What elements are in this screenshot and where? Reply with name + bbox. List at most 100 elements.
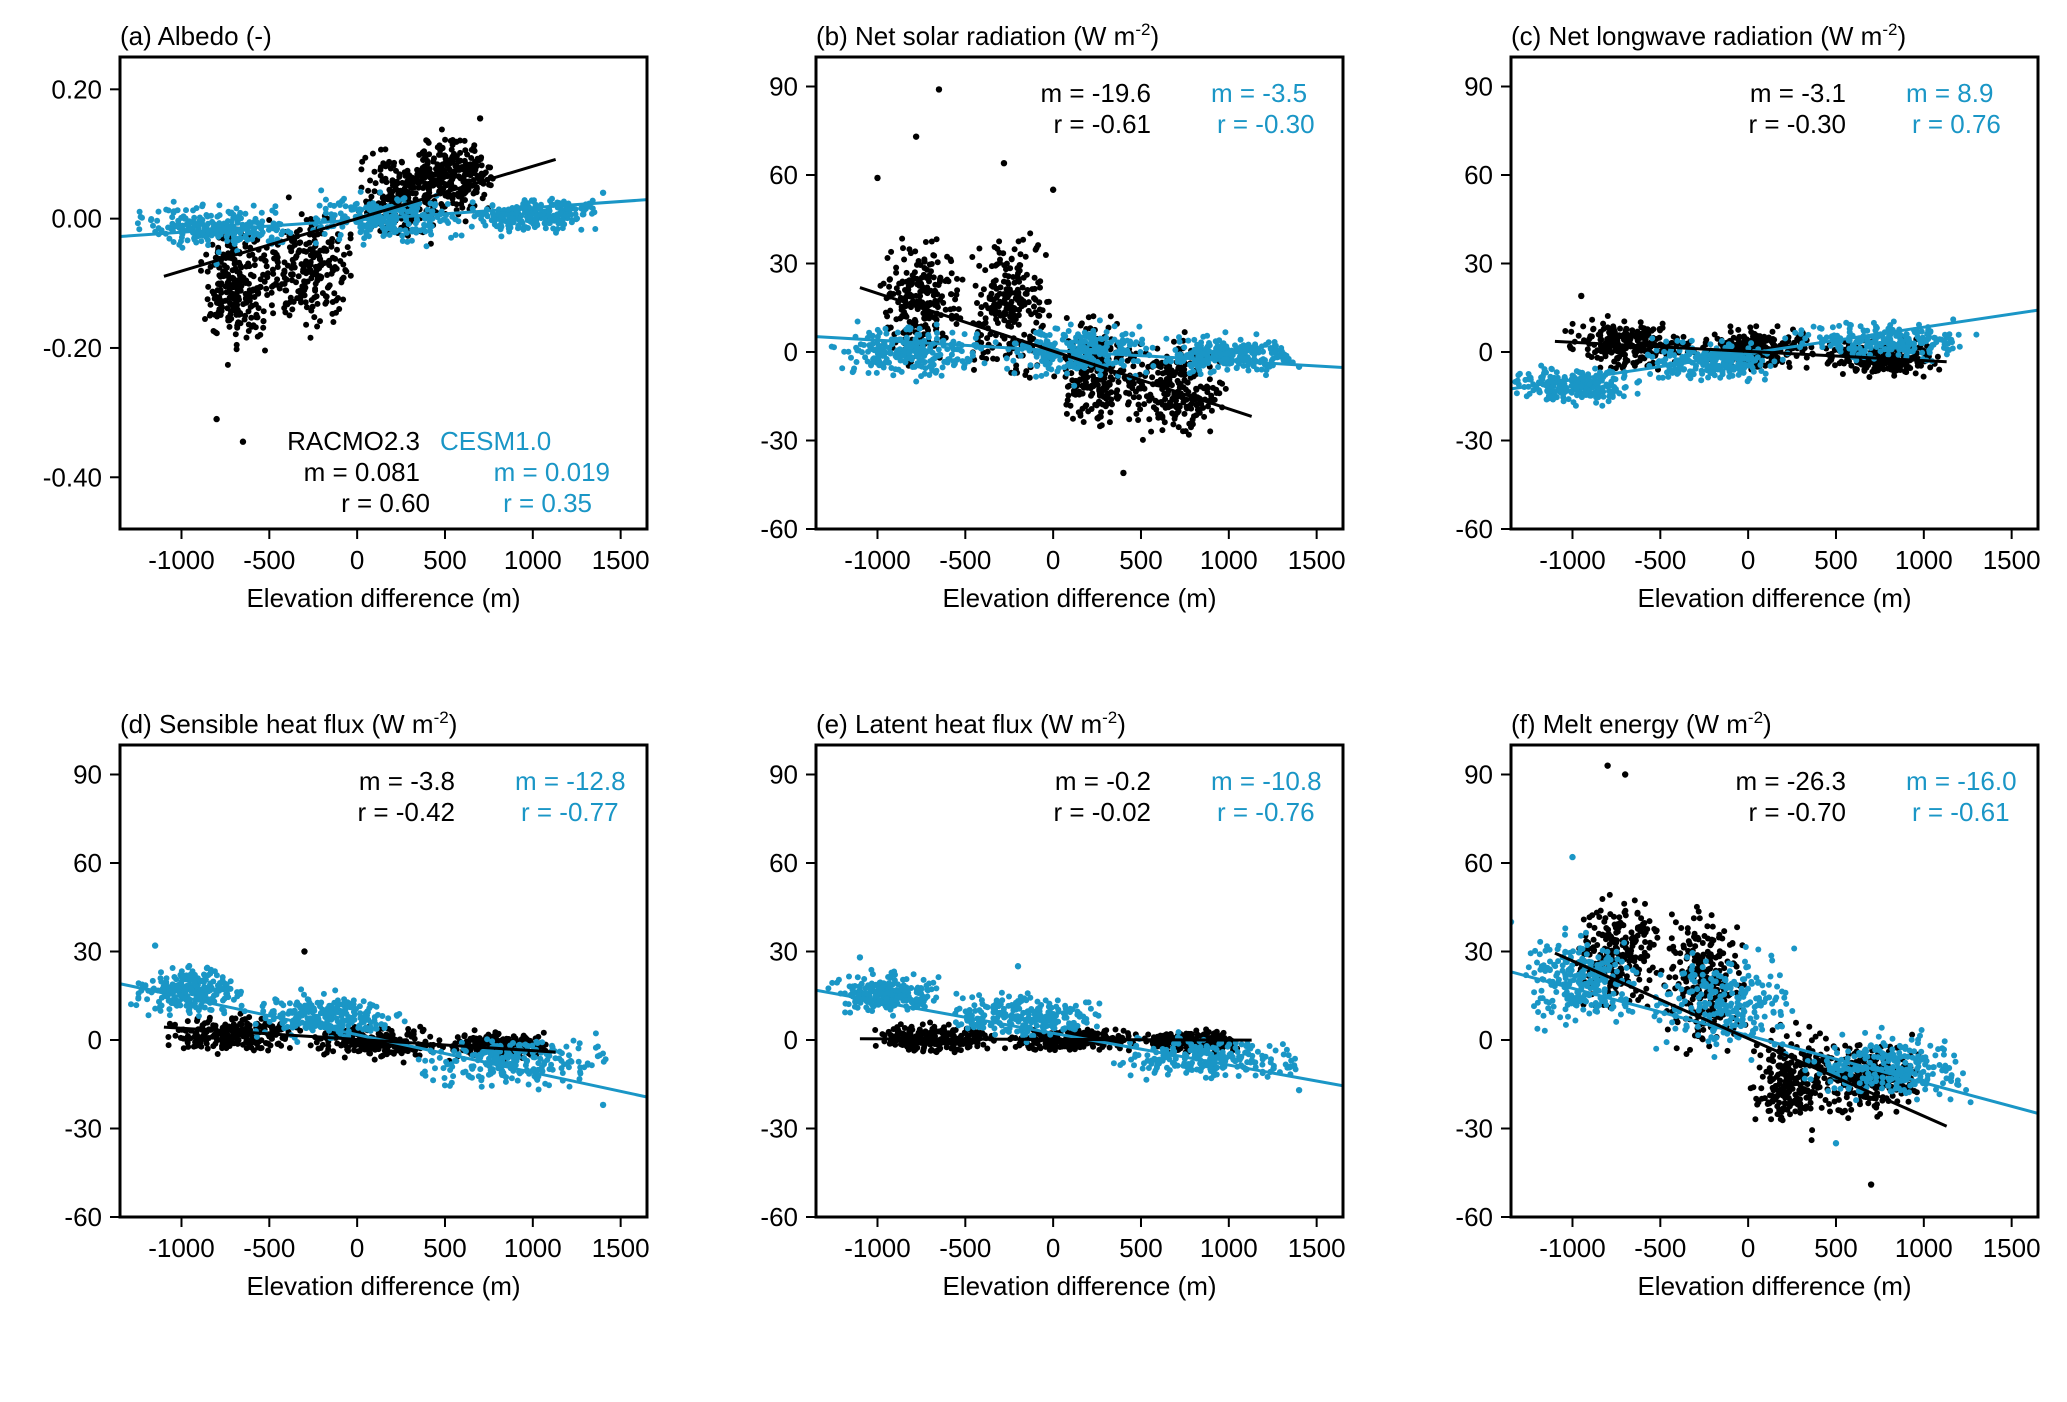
scatter-point — [914, 353, 921, 360]
scatter-point — [262, 347, 268, 354]
scatter-point — [1803, 354, 1810, 361]
scatter-point — [1163, 335, 1170, 342]
scatter-point — [1253, 331, 1260, 338]
scatter-point — [1592, 365, 1599, 372]
scatter-point — [317, 273, 323, 280]
scatter-point — [252, 301, 259, 308]
scatter-point — [1154, 345, 1161, 352]
scatter-point — [170, 198, 177, 205]
scatter-point — [1108, 389, 1115, 396]
scatter-point — [198, 238, 205, 245]
stat-r-cesm: r = 0.35 — [503, 488, 592, 518]
scatter-point — [1033, 319, 1040, 326]
scatter-point — [894, 329, 901, 336]
scatter-point — [165, 224, 172, 231]
scatter-point — [542, 220, 548, 227]
scatter-point — [853, 359, 860, 365]
scatter-point — [1200, 362, 1207, 369]
scatter-point — [1076, 376, 1083, 383]
scatter-point — [221, 220, 228, 227]
scatter-point — [314, 231, 321, 238]
scatter-point — [1219, 380, 1226, 387]
scatter-point — [982, 267, 989, 274]
scatter-point — [934, 330, 940, 336]
panel-a: (a) Albedo (-)-1000 -500 0 500 1000 1500-0.40… — [43, 21, 650, 613]
scatter-point — [969, 254, 976, 260]
scatter-point — [520, 225, 527, 232]
scatter-point — [330, 319, 337, 325]
scatter-point — [1525, 371, 1532, 377]
scatter-point — [921, 352, 928, 359]
scatter-point — [1008, 323, 1015, 330]
scatter-point — [1048, 366, 1055, 373]
scatter-point — [1634, 333, 1640, 340]
scatter-point — [1069, 377, 1076, 384]
scatter-point — [1522, 376, 1529, 383]
scatter-point — [218, 308, 225, 314]
scatter-point — [137, 213, 144, 220]
scatter-point — [1038, 372, 1045, 379]
scatter-point — [341, 251, 347, 258]
scatter-point — [333, 265, 340, 272]
x-axis-label: Elevation difference (m) — [246, 1271, 520, 1301]
scatter-point — [1135, 358, 1141, 365]
scatter-point — [1010, 357, 1017, 364]
x-tick-label: 0 — [350, 1233, 364, 1263]
scatter-point — [1032, 349, 1039, 356]
scatter-point — [1094, 359, 1101, 365]
scatter-point — [1161, 419, 1168, 426]
scatter-point — [948, 291, 954, 298]
scatter-point — [886, 359, 892, 366]
scatter-point — [1035, 312, 1042, 319]
y-tick-label: -30 — [760, 426, 798, 456]
scatter-point — [934, 259, 941, 266]
scatter-point — [469, 199, 476, 206]
scatter-point — [1175, 408, 1182, 415]
scatter-point — [442, 136, 449, 143]
scatter-point — [935, 346, 942, 353]
scatter-point — [1592, 349, 1598, 356]
scatter-point — [357, 188, 364, 195]
scatter-point — [1925, 336, 1932, 343]
outlier-point — [1120, 469, 1127, 477]
scatter-point — [875, 353, 882, 360]
scatter-point — [935, 352, 942, 359]
scatter-point — [245, 308, 252, 315]
scatter-point — [976, 245, 983, 252]
scatter-point — [234, 289, 241, 296]
scatter-point — [1600, 320, 1607, 327]
y-tick-label: -0.40 — [43, 462, 102, 492]
scatter-point — [1882, 346, 1889, 352]
scatter-point — [920, 310, 927, 317]
scatter-point — [1027, 362, 1034, 369]
scatter-point — [1600, 393, 1607, 400]
y-tick-label: 0 — [784, 337, 798, 367]
scatter-point — [914, 360, 921, 367]
scatter-point — [462, 170, 469, 177]
scatter-point — [231, 241, 238, 247]
plot-frame — [814, 55, 1345, 531]
scatter-point — [260, 324, 267, 331]
scatter-point — [979, 354, 986, 361]
scatter-point — [1015, 238, 1022, 245]
scatter-point — [1249, 344, 1256, 351]
scatter-point — [318, 187, 325, 194]
scatter-point — [1020, 236, 1027, 243]
stat-r-racmo: r = 0.60 — [341, 488, 430, 518]
scatter-point — [328, 211, 335, 218]
scatter-point — [204, 268, 211, 275]
scatter-point — [1197, 371, 1204, 378]
scatter-point — [1516, 370, 1523, 377]
scatter-point — [1103, 329, 1110, 335]
scatter-point — [1097, 372, 1104, 378]
scatter-point — [199, 201, 206, 208]
scatter-point — [1082, 379, 1089, 386]
scatter-point — [557, 209, 564, 216]
scatter-point — [1621, 318, 1628, 325]
scatter-point — [1175, 424, 1182, 431]
scatter-point — [1078, 339, 1085, 345]
scatter-point — [377, 189, 384, 196]
scatter-point — [1895, 351, 1902, 358]
scatter-point — [1767, 363, 1774, 369]
scatter-point — [262, 257, 268, 264]
